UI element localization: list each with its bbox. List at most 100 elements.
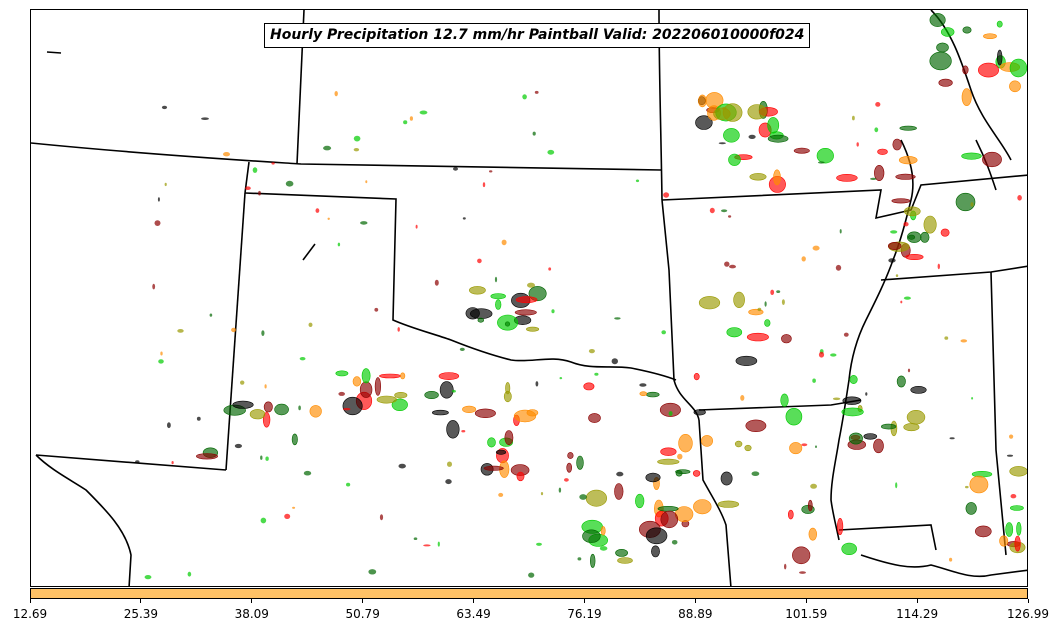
paintball-speck [870,177,877,180]
paintball-speck [447,461,452,467]
paintball-blob [999,535,1009,547]
paintball-speck [559,377,563,380]
paintball-blob [982,151,1002,168]
paintball-speck [740,395,745,401]
paintball-blob [849,374,858,384]
paintball-blob [733,291,745,309]
paintball-blob [617,557,633,564]
paintball-blob [996,49,1003,66]
paintball-blob [1009,58,1027,78]
paintball-speck [547,149,555,155]
paintball-blob [495,299,502,310]
colorbar-tick-mark [473,599,475,603]
paintball-speck [728,215,732,218]
colorbar-tick-mark [29,599,31,603]
colorbar-tick-label: 50.79 [345,607,380,621]
paintball-blob [514,309,537,316]
paintball-speck [299,357,306,361]
paintball-blob [808,527,817,541]
paintball-speck [161,105,168,110]
paintball-speck [818,351,825,358]
paintball-blob [962,26,972,34]
paintball-speck [445,479,452,485]
paintball-blob [639,391,648,397]
paintball-blob [745,419,767,432]
paintball-blob [659,402,681,417]
paintball-speck [368,569,377,575]
paintball-blob [974,525,992,538]
paintball-speck [536,542,542,546]
paintball-blob [693,409,706,416]
mississippi-river [830,139,914,541]
paintball-speck [852,115,855,121]
paintball-blob [526,409,539,417]
paintball-speck [895,274,899,277]
paintball-speck [264,384,267,389]
paintball-speck [501,239,507,246]
state-borders [31,10,1027,586]
colorbar-tick-mark [916,599,918,603]
paintball-blob [516,471,525,482]
paintball-speck [260,517,267,524]
paintball-speck [784,563,787,570]
paintball-blob [896,375,906,388]
paintball-blob [262,412,271,428]
paintball-blob [780,393,789,407]
paintball-blob [477,317,484,323]
paintball-speck [944,336,949,340]
paintball-speck [611,358,618,365]
paintball-speck [346,482,351,487]
paintball-speck [265,456,269,461]
paintball-speck [718,142,726,145]
paintball-speck [856,142,859,147]
paintball-blob [961,152,982,160]
paintball-blob [1010,505,1024,511]
paintball-blob [728,153,741,166]
paintball-speck [167,422,171,429]
paintball-blob [263,401,273,413]
paintball-blob [720,471,733,486]
paintball-blob [936,42,949,53]
paintball-blob [376,395,397,404]
paintball-speck [164,182,167,187]
paintball-speck [451,389,456,393]
paintball-blob [892,138,902,151]
paintball-speck [353,135,361,142]
ok-ar-line [661,199,700,421]
colorbar-tick-mark [583,599,585,603]
paintball-blob [232,400,254,409]
paintball-blob [526,326,540,332]
paintball-blob [400,372,406,380]
colorbar-tick-mark [362,599,364,603]
paintball-speck [781,299,785,305]
paintball-speck [801,256,806,262]
paintball-speck [338,391,346,396]
paintball-blob [582,529,601,543]
paintball-speck [971,397,974,400]
paintball-speck [135,460,140,464]
paintball-speck [835,264,842,271]
paintball-speck [903,222,909,227]
paintball-blob [1016,521,1022,536]
paintball-blob [651,545,660,558]
paintball-blob [588,413,601,423]
paintball-blob [503,390,512,403]
paintball-blob [874,165,885,182]
paintball-speck [661,330,666,335]
paintball-speck [461,430,466,433]
paintball-blob [895,173,916,180]
tn-line [880,265,1027,281]
paintball-speck [201,117,209,120]
paintball-blob [379,373,401,379]
paintball-speck [397,327,400,332]
paintball-blob [787,509,794,520]
colorbar-tick-label: 114.29 [896,607,939,621]
paintball-blob [695,115,713,130]
paintball-speck [970,202,974,207]
ok-tx-red-river [244,192,677,381]
paintball-speck [937,263,940,270]
map-panel: Hourly Precipitation 12.7 mm/hr Paintbal… [30,9,1028,587]
paintball-blob [907,234,916,240]
paintball-blob [645,527,668,545]
paintball-speck [379,514,384,521]
